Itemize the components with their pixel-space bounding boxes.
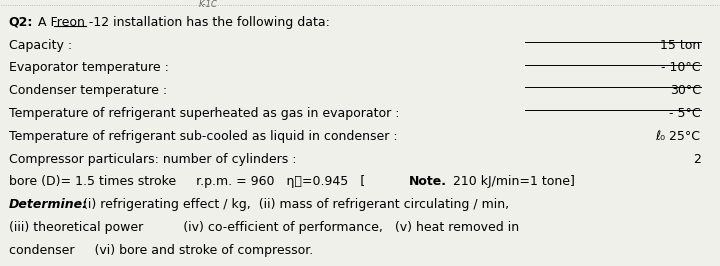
Text: Temperature of refrigerant sub-cooled as liquid in condenser :: Temperature of refrigerant sub-cooled as… [9,130,397,143]
Text: - 10°C: - 10°C [661,61,701,74]
Text: Determine:: Determine: [9,198,88,211]
Text: Evaporator temperature :: Evaporator temperature : [9,61,168,74]
Text: (i) refrigerating effect / kg,  (ii) mass of refrigerant circulating / min,: (i) refrigerating effect / kg, (ii) mass… [79,198,509,211]
Text: K-1C: K-1C [199,0,217,9]
Text: bore (D)= 1.5 times stroke     r.p.m. = 960   ηⲟ=0.945   [: bore (D)= 1.5 times stroke r.p.m. = 960 … [9,176,365,189]
Text: - 5°C: - 5°C [669,107,701,120]
Text: Q2:: Q2: [9,16,33,29]
Text: ℓ₀ 25°C: ℓ₀ 25°C [656,130,701,143]
Text: Capacity :: Capacity : [9,39,72,52]
Text: Condenser temperature :: Condenser temperature : [9,84,167,97]
Text: 15 ton: 15 ton [660,39,701,52]
Text: 30°C: 30°C [670,84,701,97]
Text: 210 kJ/min=1 tone]: 210 kJ/min=1 tone] [449,176,575,189]
Text: Note.: Note. [409,176,447,189]
Text: A Freon -12 installation has the following data:: A Freon -12 installation has the followi… [35,16,330,29]
Text: (iii) theoretical power          (iv) co-efficient of performance,   (v) heat re: (iii) theoretical power (iv) co-efficien… [9,221,518,234]
Text: Temperature of refrigerant superheated as gas in evaporator :: Temperature of refrigerant superheated a… [9,107,399,120]
Text: Compressor particulars: number of cylinders :: Compressor particulars: number of cylind… [9,153,296,166]
Text: condenser     (vi) bore and stroke of compressor.: condenser (vi) bore and stroke of compre… [9,244,312,257]
Text: 2: 2 [693,153,701,166]
